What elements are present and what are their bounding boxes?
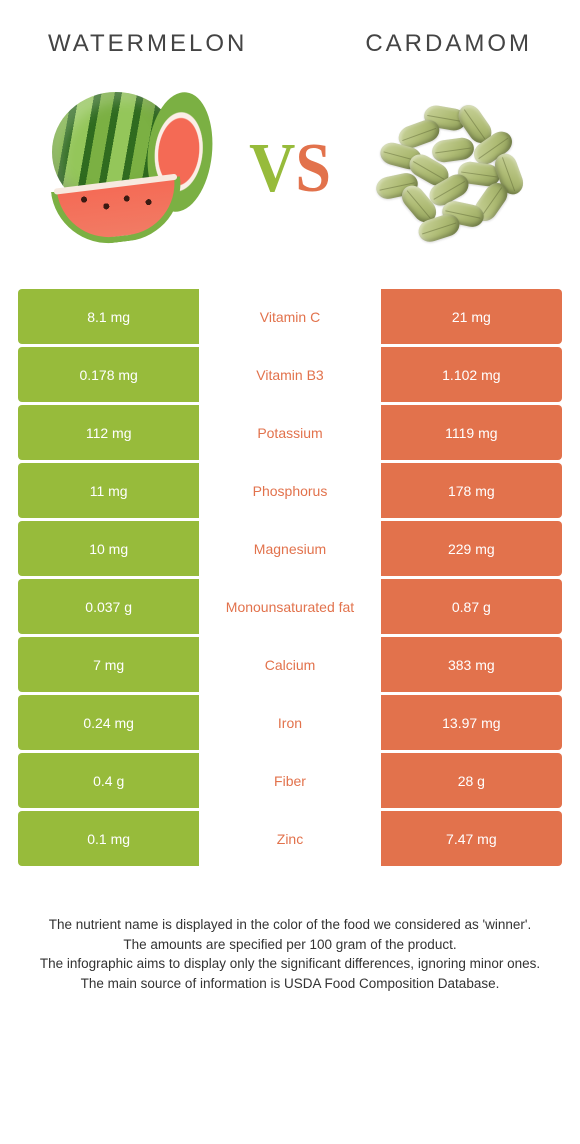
right-value: 383 mg	[381, 637, 562, 692]
vs-v: V	[249, 128, 295, 206]
right-food-image	[352, 78, 542, 258]
right-value: 28 g	[381, 753, 562, 808]
image-row: VS	[18, 58, 562, 286]
right-value: 229 mg	[381, 521, 562, 576]
left-value: 0.178 mg	[18, 347, 199, 402]
vs-s: S	[295, 128, 331, 206]
left-value: 8.1 mg	[18, 289, 199, 344]
table-row: 0.037 gMonounsaturated fat0.87 g	[18, 579, 562, 634]
table-row: 10 mgMagnesium229 mg	[18, 521, 562, 576]
left-value: 10 mg	[18, 521, 199, 576]
right-value: 13.97 mg	[381, 695, 562, 750]
left-value: 0.037 g	[18, 579, 199, 634]
left-value: 112 mg	[18, 405, 199, 460]
cardamom-icon	[362, 93, 532, 243]
caption-line: The main source of information is USDA F…	[28, 974, 552, 994]
right-value: 21 mg	[381, 289, 562, 344]
caption-line: The nutrient name is displayed in the co…	[28, 915, 552, 935]
nutrient-label: Phosphorus	[199, 463, 380, 518]
left-food-image	[38, 78, 228, 258]
nutrient-label: Vitamin B3	[199, 347, 380, 402]
caption-line: The infographic aims to display only the…	[28, 954, 552, 974]
nutrient-label: Calcium	[199, 637, 380, 692]
table-row: 112 mgPotassium1119 mg	[18, 405, 562, 460]
nutrient-label: Iron	[199, 695, 380, 750]
table-row: 0.4 gFiber28 g	[18, 753, 562, 808]
nutrient-label: Magnesium	[199, 521, 380, 576]
right-value: 7.47 mg	[381, 811, 562, 866]
table-row: 8.1 mgVitamin C21 mg	[18, 289, 562, 344]
table-row: 0.1 mgZinc7.47 mg	[18, 811, 562, 866]
caption-line: The amounts are specified per 100 gram o…	[28, 935, 552, 955]
right-value: 1119 mg	[381, 405, 562, 460]
left-value: 11 mg	[18, 463, 199, 518]
table-row: 11 mgPhosphorus178 mg	[18, 463, 562, 518]
nutrient-label: Fiber	[199, 753, 380, 808]
left-value: 0.4 g	[18, 753, 199, 808]
cardamom-pod	[431, 136, 476, 164]
left-title: WATERMELON	[48, 30, 247, 58]
left-value: 7 mg	[18, 637, 199, 692]
right-value: 1.102 mg	[381, 347, 562, 402]
caption: The nutrient name is displayed in the co…	[18, 869, 562, 993]
nutrient-table: 8.1 mgVitamin C21 mg0.178 mgVitamin B31.…	[18, 286, 562, 869]
nutrient-label: Monounsaturated fat	[199, 579, 380, 634]
right-title: CARDAMOM	[365, 30, 532, 58]
right-value: 178 mg	[381, 463, 562, 518]
watermelon-icon	[48, 88, 218, 248]
table-row: 0.178 mgVitamin B31.102 mg	[18, 347, 562, 402]
left-value: 0.1 mg	[18, 811, 199, 866]
nutrient-label: Zinc	[199, 811, 380, 866]
table-row: 7 mgCalcium383 mg	[18, 637, 562, 692]
right-value: 0.87 g	[381, 579, 562, 634]
left-value: 0.24 mg	[18, 695, 199, 750]
vs-label: VS	[249, 127, 331, 208]
nutrient-label: Potassium	[199, 405, 380, 460]
header: WATERMELON CARDAMOM	[18, 20, 562, 58]
nutrient-label: Vitamin C	[199, 289, 380, 344]
table-row: 0.24 mgIron13.97 mg	[18, 695, 562, 750]
